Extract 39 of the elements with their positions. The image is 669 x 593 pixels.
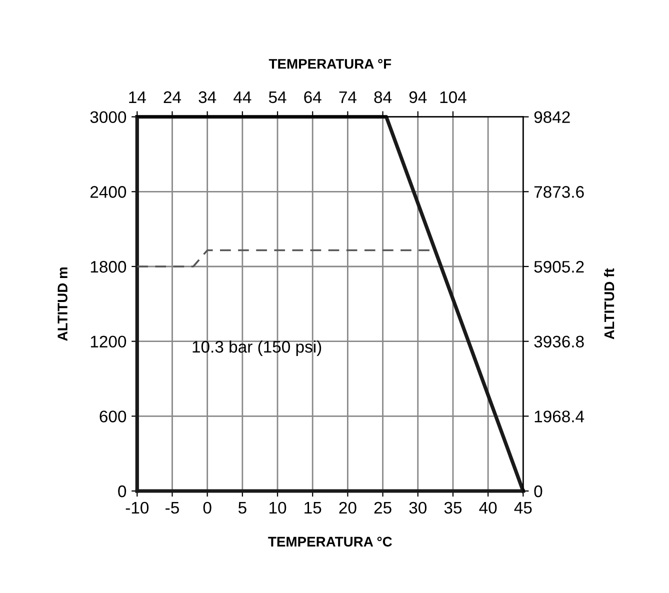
x-tick-label: 35 [444, 502, 462, 514]
y2-tick-label: 9842 [534, 111, 570, 124]
y-tick-label: 1200 [90, 336, 126, 348]
y2-tick-label: 7873.6 [534, 186, 584, 198]
x2-tick-label: 74 [339, 91, 356, 103]
y-tick-label: 0 [118, 485, 126, 498]
x2-tick-label: 84 [374, 91, 392, 104]
x2-tick-label: 54 [268, 91, 286, 104]
x-axis-title: TEMPERATURA °C [268, 536, 392, 547]
y2-tick-label: 3936.8 [534, 336, 584, 348]
x-tick-label: 0 [203, 502, 212, 514]
y2-tick-label: 5905.2 [534, 260, 584, 273]
x-tick-label: -10 [126, 502, 149, 514]
y2-tick-label: 1968.4 [534, 410, 584, 422]
y-tick-label: 600 [100, 410, 126, 422]
x-tick-label: 40 [479, 502, 497, 514]
x-tick-label: 5 [238, 502, 246, 514]
x-tick-label: 30 [409, 502, 426, 514]
x2-tick-label: 44 [234, 91, 252, 103]
x-tick-label: 20 [339, 502, 356, 514]
x2-tick-label: 64 [304, 91, 322, 104]
x2-tick-label: 34 [198, 91, 216, 104]
y-tick-label: 3000 [90, 111, 126, 124]
y-tick-label: 1800 [90, 260, 126, 273]
x-tick-label: -5 [166, 502, 179, 514]
x-tick-label: 25 [374, 502, 392, 514]
x2-tick-label: 104 [440, 91, 466, 104]
y-tick-label: 2400 [90, 186, 126, 198]
y-axis-title: ALTITUD m [58, 267, 68, 341]
y2-axis-title: ALTITUD ft [604, 268, 614, 340]
x-tick-label: 10 [270, 502, 286, 514]
chart-title: TEMPERATURA °F [268, 58, 392, 69]
x-tick-label: 15 [304, 502, 322, 514]
x-tick-label: 45 [514, 502, 532, 514]
x2-tick-label: 14 [129, 91, 146, 103]
x2-tick-label: 94 [409, 91, 427, 104]
x2-tick-label: 24 [164, 91, 182, 103]
y2-tick-label: 0 [534, 485, 542, 498]
annotation: 10.3 bar (150 psi) [192, 340, 322, 356]
